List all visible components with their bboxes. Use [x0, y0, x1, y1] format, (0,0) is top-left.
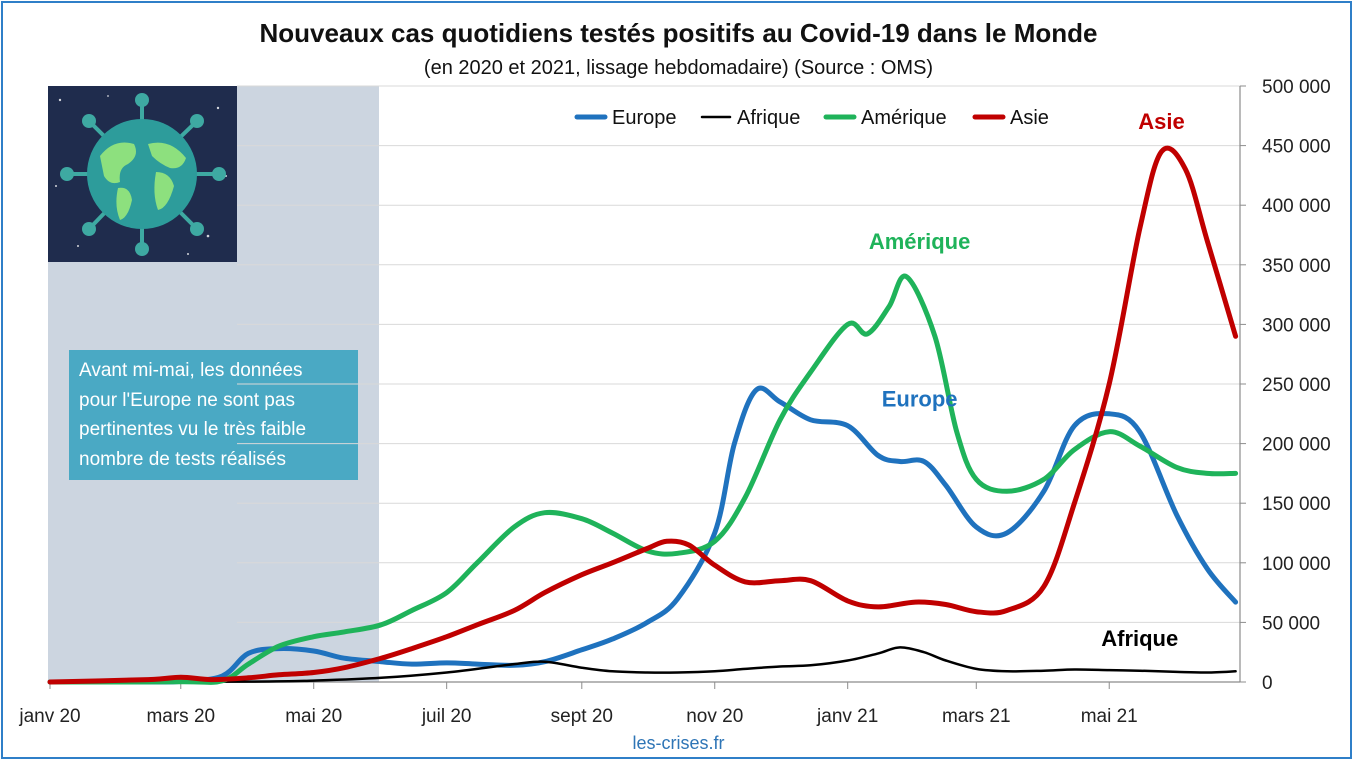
legend-label: Amérique — [861, 107, 947, 129]
series-line-europe — [47, 385, 1239, 685]
x-tick-label: mars 21 — [942, 706, 1011, 727]
x-tick-label: janv 21 — [816, 706, 878, 727]
y-tick-label: 450 000 — [1262, 137, 1331, 158]
y-tick-label: 150 000 — [1262, 494, 1331, 515]
data-caveat-note: Avant mi-mai, les données pour l'Europe … — [69, 350, 358, 480]
virus-globe-icon — [48, 86, 237, 262]
series-annotation: Asie — [1138, 109, 1184, 134]
y-tick-label: 500 000 — [1262, 77, 1331, 98]
y-tick-label: 250 000 — [1262, 375, 1331, 396]
series-annotation: Amérique — [869, 229, 970, 254]
y-tick-label: 400 000 — [1262, 196, 1331, 217]
y-tick-label: 50 000 — [1262, 613, 1320, 634]
series-line-amerique — [47, 273, 1239, 685]
series-annotation: Europe — [882, 386, 958, 411]
x-tick-label: nov 20 — [686, 706, 743, 727]
x-tick-label: mai 21 — [1081, 706, 1138, 727]
legend-label: Asie — [1010, 107, 1049, 129]
y-tick-label: 350 000 — [1262, 256, 1331, 277]
chart-subtitle: (en 2020 et 2021, lissage hebdomadaire) … — [423, 57, 934, 79]
series-line-afrique — [48, 646, 1237, 684]
series-line-asie — [47, 145, 1239, 685]
series-annotation: Afrique — [1101, 626, 1178, 651]
x-tick-label: janv 20 — [18, 706, 80, 727]
x-tick-label: sept 20 — [551, 706, 613, 727]
x-tick-label: mars 20 — [146, 706, 215, 727]
y-tick-label: 100 000 — [1262, 554, 1331, 575]
legend-label: Europe — [612, 107, 677, 129]
y-tick-label: 0 — [1262, 673, 1273, 694]
legend-label: Afrique — [737, 107, 800, 129]
source-credit: les-crises.fr — [632, 733, 725, 753]
y-tick-label: 300 000 — [1262, 315, 1331, 336]
x-tick-label: juil 20 — [421, 706, 472, 727]
chart-title: Nouveaux cas quotidiens testés positifs … — [259, 18, 1098, 48]
y-tick-label: 200 000 — [1262, 435, 1331, 456]
x-tick-label: mai 20 — [285, 706, 342, 727]
